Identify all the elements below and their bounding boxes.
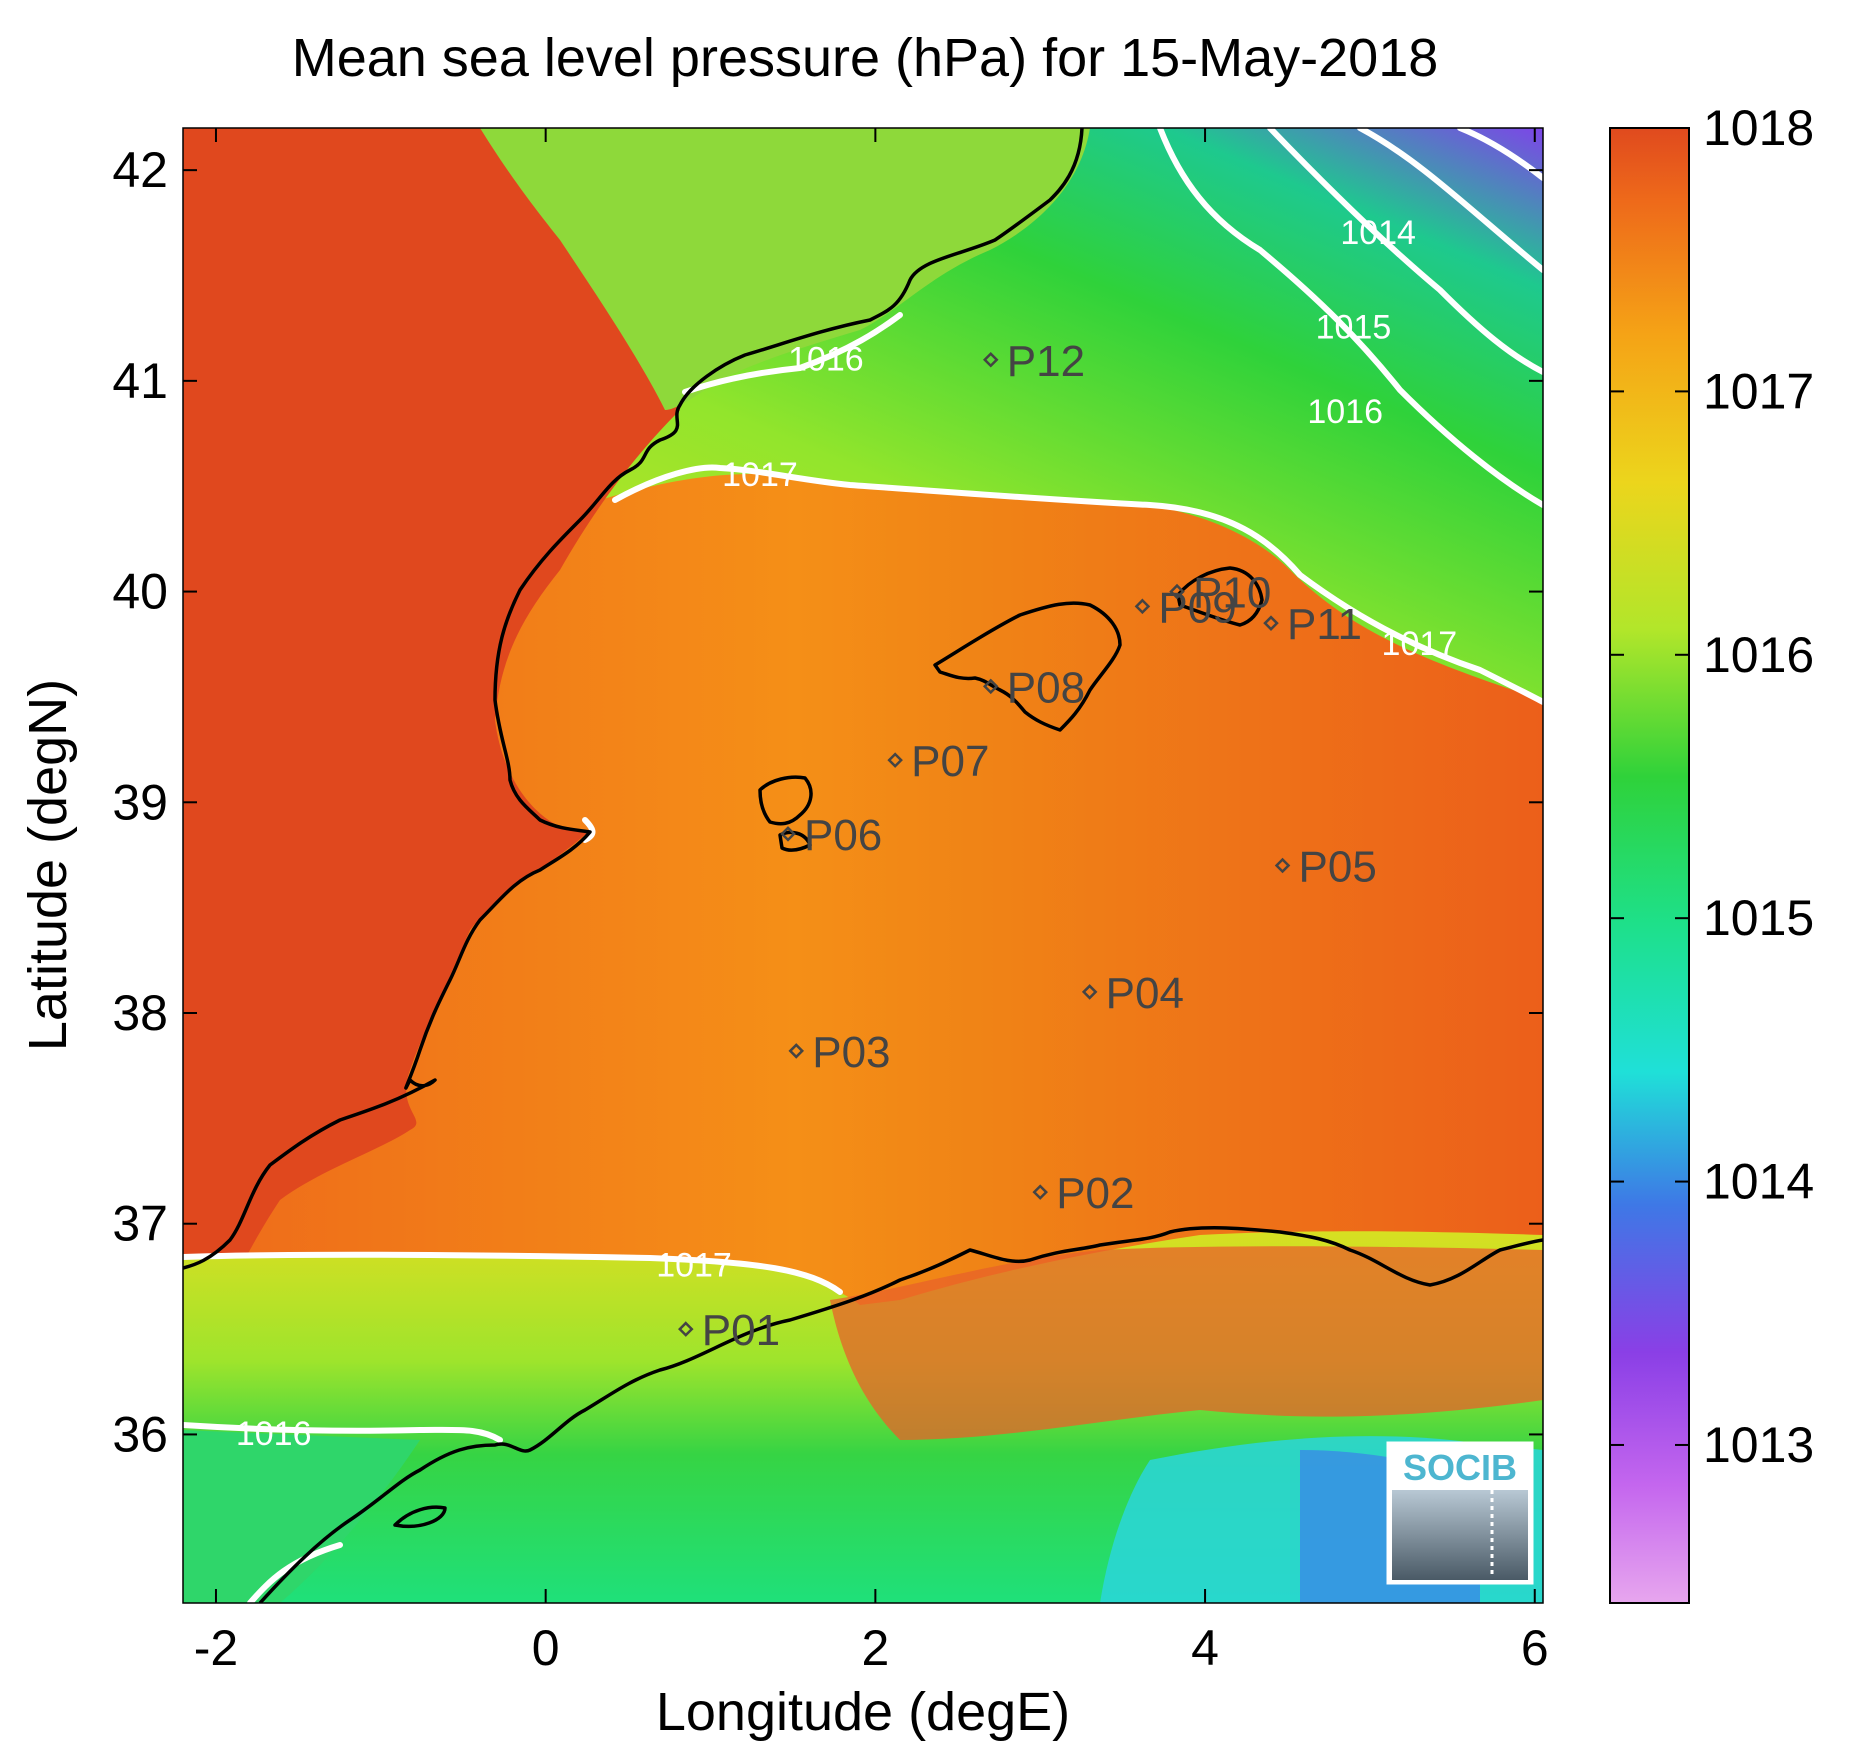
contour-1016-south	[183, 1422, 503, 1443]
contour-1017-valencia	[582, 817, 596, 843]
contour-label: 1015	[1316, 309, 1392, 347]
station-p12: P12	[982, 337, 1085, 386]
north-africa-warm-patch	[830, 1246, 1543, 1440]
coastline-mallorca	[933, 601, 1122, 732]
contour-labels: 1014 1015 1016 1016 1016 1017 1017 1017	[236, 214, 1457, 1453]
station-marker	[780, 826, 796, 842]
station-marker	[788, 1043, 805, 1059]
contour-1017-south	[183, 1251, 843, 1295]
y-tick-label: 40	[112, 564, 168, 620]
station-label: P07	[911, 737, 989, 786]
station-p11: P11	[1263, 600, 1362, 649]
contour-label: 1017	[1382, 625, 1458, 663]
station-label: P04	[1106, 969, 1184, 1018]
x-tick-label: 2	[861, 1620, 889, 1676]
x-axis-ticks: -2 0 2 4 6	[194, 128, 1549, 1676]
x-tick-label: 6	[1521, 1620, 1549, 1676]
x-tick-label: 4	[1191, 1620, 1219, 1676]
contour-1016-southwest	[247, 1542, 343, 1603]
y-tick-label: 39	[112, 774, 168, 830]
colorbar	[1609, 127, 1690, 1604]
station-label: P01	[702, 1306, 780, 1355]
station-marker	[1274, 857, 1291, 874]
map-frame	[182, 127, 1544, 1604]
y-tick-label: 41	[112, 353, 168, 409]
contour-1013-northeast	[1457, 128, 1543, 181]
socib-logo: SOCIB	[1386, 1441, 1534, 1585]
southwest-green-region	[183, 1430, 420, 1603]
x-axis-label: Longitude (degE)	[656, 1682, 1070, 1742]
coastlines	[183, 128, 1543, 1603]
station-marker	[982, 352, 999, 368]
station-p10: P10	[1169, 569, 1271, 618]
y-tick-label: 38	[112, 985, 168, 1041]
colorbar-tick-label: 1017	[1703, 363, 1814, 419]
colorbar-tick-label: 1013	[1703, 1417, 1814, 1473]
contour-label: 1016	[788, 340, 864, 378]
station-p08: P08	[982, 663, 1085, 712]
station-label: P10	[1193, 569, 1271, 618]
station-label: P12	[1007, 337, 1085, 386]
station-label: P08	[1007, 663, 1085, 712]
catalonia-land	[480, 128, 1090, 410]
x-tick-label: -2	[194, 1620, 238, 1676]
contour-1015-northeast	[1267, 128, 1543, 375]
station-label: P05	[1299, 843, 1377, 892]
station-p06: P06	[780, 811, 882, 860]
coastline-menorca	[1176, 566, 1264, 627]
station-label: P03	[812, 1028, 890, 1077]
y-axis-label: Latitude (degN)	[18, 679, 78, 1051]
contour-label: 1016	[236, 1415, 312, 1453]
station-p05: P05	[1274, 843, 1377, 892]
station-marker	[1032, 1184, 1048, 1200]
station-p03: P03	[788, 1028, 891, 1077]
station-label: P06	[804, 811, 882, 860]
colorbar-tick-label: 1014	[1703, 1154, 1814, 1210]
station-p01: P01	[678, 1306, 780, 1355]
colorbar-tick-label: 1015	[1703, 890, 1814, 946]
contour-label: 1017	[656, 1246, 732, 1284]
logo-text: SOCIB	[1403, 1447, 1517, 1488]
contour-label: 1016	[1307, 393, 1383, 431]
colorbar-ticks: 1013 1014 1015 1016 1017 1018	[1610, 100, 1814, 1473]
station-marker	[1134, 598, 1151, 615]
y-axis-ticks: 36 37 38 39 40 41 42	[112, 142, 1543, 1462]
y-tick-label: 37	[112, 1196, 168, 1252]
colorbar-tick-label: 1018	[1703, 100, 1814, 156]
colorbar-tick-label: 1016	[1703, 627, 1814, 683]
logo-graphic	[1392, 1490, 1528, 1580]
coastline-ibiza	[758, 775, 813, 826]
coastline-formentera	[778, 830, 812, 852]
station-p02: P02	[1032, 1169, 1135, 1218]
contour-label: 1014	[1340, 214, 1416, 252]
station-marker	[982, 678, 999, 695]
coastline-north-africa	[258, 1226, 1543, 1603]
y-tick-label: 36	[112, 1406, 168, 1462]
chart-title: Mean sea level pressure (hPa) for 15-May…	[292, 28, 1439, 88]
station-label: P11	[1287, 600, 1362, 649]
station-p07: P07	[887, 737, 989, 786]
station-marker	[887, 752, 903, 768]
coastline-iberia-east	[183, 128, 1084, 1270]
station-marker	[678, 1321, 694, 1337]
contour-1016-north	[682, 312, 903, 395]
iberia-land	[183, 128, 680, 1292]
x-tick-label: 0	[532, 1620, 560, 1676]
contour-1014-northeast	[1357, 128, 1543, 273]
station-label: P02	[1056, 1169, 1134, 1218]
contour-1017-north	[612, 464, 1543, 705]
pressure-contours	[183, 128, 1543, 1603]
station-marker	[1263, 615, 1279, 631]
station-marker	[1169, 583, 1185, 600]
station-marker	[1081, 984, 1098, 1000]
contour-1016-northeast	[1157, 128, 1543, 508]
coastline-alboran-island	[393, 1505, 447, 1529]
contour-label: 1017	[722, 456, 798, 494]
station-p04: P04	[1081, 969, 1184, 1018]
y-tick-label: 42	[112, 142, 168, 198]
